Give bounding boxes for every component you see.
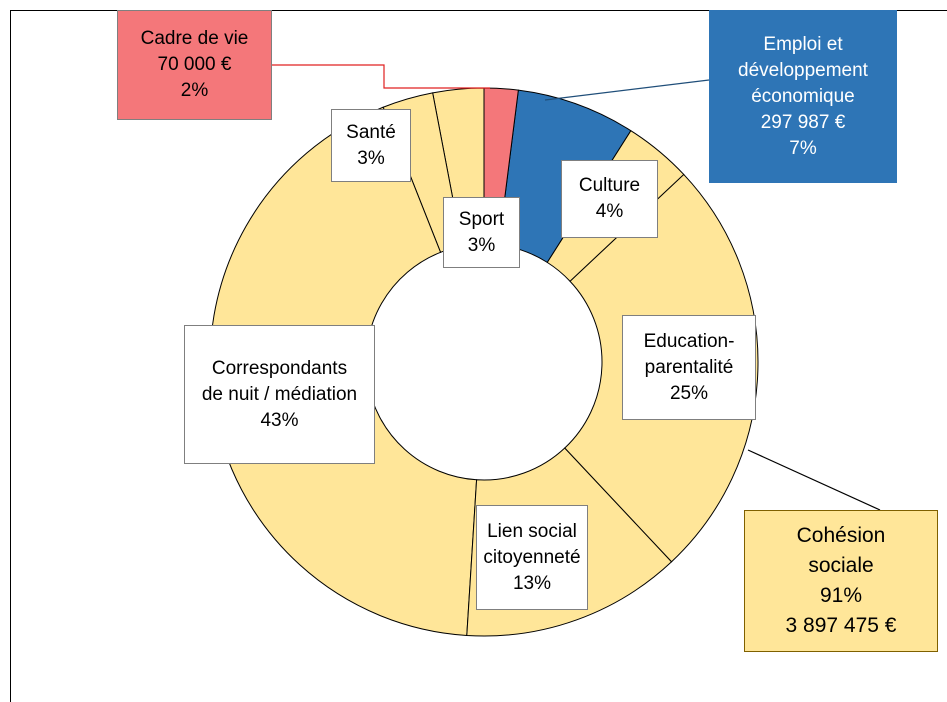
category-label: Lien social citoyenneté [483, 520, 581, 568]
leader-line [747, 449, 881, 511]
category-label: Santé [346, 121, 396, 143]
value-label: 25% [669, 382, 709, 404]
leader-line [544, 79, 710, 101]
category-label: Education-parentalité [643, 330, 735, 378]
category-label: Emploi et développement économique [738, 33, 868, 107]
value-label: 4% [595, 201, 624, 222]
slice-label: Lien social citoyenneté 13% [476, 505, 588, 610]
category-label: Sport [458, 208, 505, 230]
group-name: Cohésion sociale [796, 524, 886, 577]
slice-label: Correspondants de nuit / médiation 43% [184, 325, 375, 464]
value-label: 2% [180, 80, 209, 101]
value-label: 3% [467, 234, 496, 256]
leader-line [272, 64, 490, 89]
slice-label: Culture 4% [561, 160, 658, 238]
category-label: Culture [578, 175, 641, 196]
amount-label: 297 987 € [760, 111, 846, 133]
slice-label: Education-parentalité 25% [622, 315, 756, 420]
amount-label: 70 000 € [157, 54, 232, 75]
category-label: Cadre de vie [140, 28, 249, 49]
slice-label: Emploi et développement économique 297 98… [709, 10, 897, 183]
value-label: 3% [357, 147, 385, 169]
category-label: Correspondants de nuit / médiation [201, 357, 358, 405]
slice-label: Cadre de vie 70 000 € 2% [117, 10, 272, 120]
group-amount-label: 3 897 475 € [785, 614, 897, 637]
frame [10, 10, 947, 702]
slice-label: Sport 3% [443, 197, 520, 268]
group-label: Cohésion sociale 91% 3 897 475 € [744, 510, 938, 652]
value-label: 43% [260, 409, 299, 431]
group-value-label: 91% [819, 584, 863, 607]
value-label: 13% [512, 572, 552, 594]
value-label: 7% [789, 137, 817, 159]
slice-label: Santé 3% [331, 109, 411, 182]
